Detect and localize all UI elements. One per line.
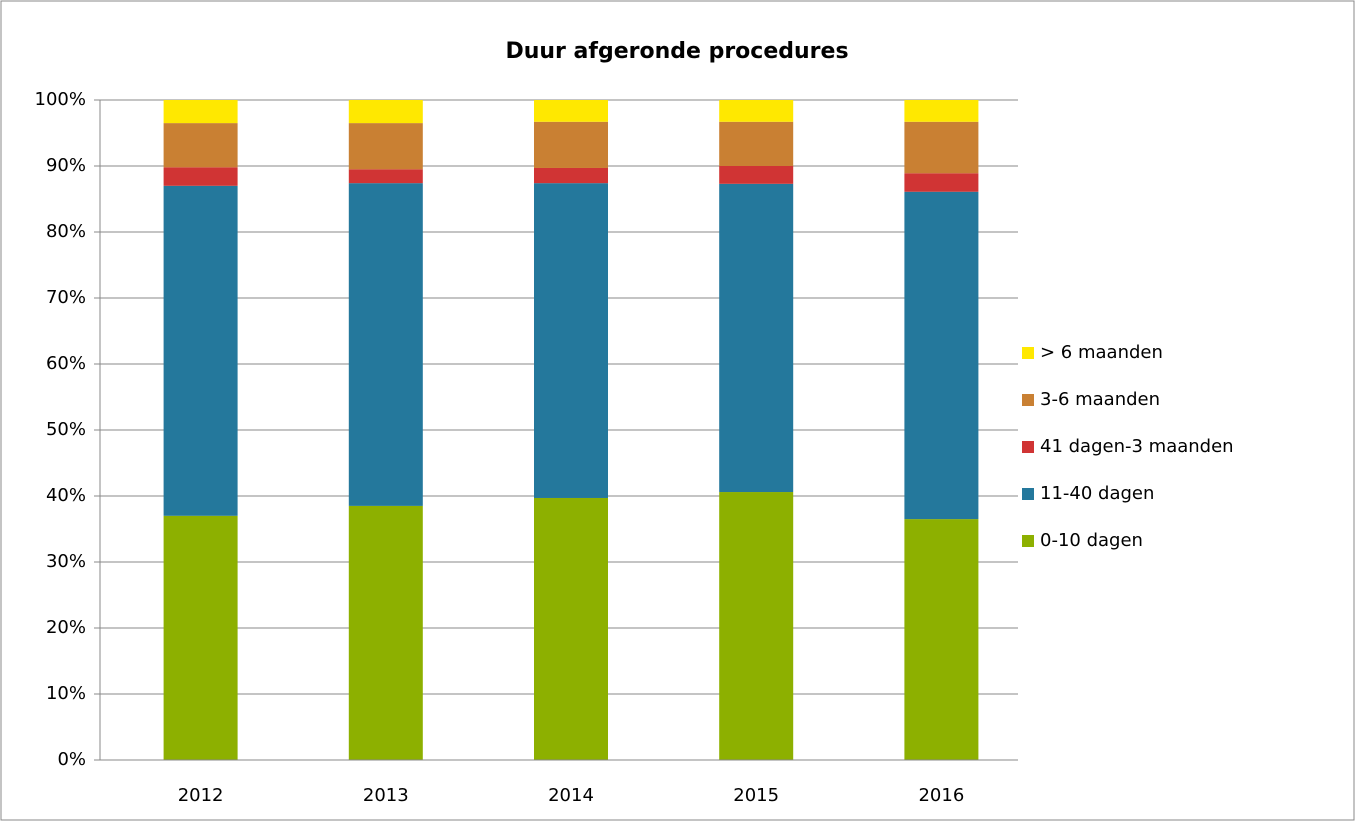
- y-tick-label: 40%: [46, 485, 86, 506]
- y-tick-label: 80%: [46, 221, 86, 242]
- x-tick-label: 2014: [548, 785, 594, 806]
- legend-swatch: [1022, 441, 1034, 453]
- y-tick-label: 50%: [46, 419, 86, 440]
- bar-segment: [719, 183, 794, 493]
- y-tick-label: 0%: [57, 749, 86, 770]
- x-tick-label: 2016: [918, 785, 964, 806]
- legend-label: 3-6 maanden: [1040, 389, 1160, 410]
- legend-swatch: [1022, 347, 1034, 359]
- bar-segment: [904, 173, 979, 192]
- bar-segment: [163, 123, 238, 168]
- bar-segment: [904, 191, 979, 520]
- bar-segment: [904, 519, 979, 760]
- legend-label: 11-40 dagen: [1040, 483, 1154, 504]
- bar-segment: [348, 100, 423, 124]
- y-tick-label: 70%: [46, 287, 86, 308]
- legend-swatch: [1022, 488, 1034, 500]
- bar-segment: [348, 123, 423, 170]
- bar-segment: [163, 185, 238, 516]
- bar-segment: [719, 121, 794, 166]
- x-tick-label: 2015: [733, 785, 779, 806]
- legend-swatch: [1022, 535, 1034, 547]
- bar-segment: [904, 121, 979, 174]
- x-tick-label: 2012: [178, 785, 224, 806]
- chart-title: Duur afgeronde procedures: [505, 39, 848, 64]
- bar-segment: [163, 515, 238, 760]
- legend-label: > 6 maanden: [1040, 342, 1163, 363]
- y-tick-label: 10%: [46, 683, 86, 704]
- y-tick-label: 90%: [46, 155, 86, 176]
- legend-label: 0-10 dagen: [1040, 530, 1143, 551]
- y-tick-label: 60%: [46, 353, 86, 374]
- bar-segment: [348, 505, 423, 760]
- bar-segment: [719, 492, 794, 760]
- bar-segment: [348, 169, 423, 184]
- y-tick-label: 100%: [35, 89, 86, 110]
- bar-segment: [348, 183, 423, 506]
- bar-segment: [534, 167, 608, 184]
- bar-segment: [719, 166, 794, 184]
- legend-swatch: [1022, 394, 1034, 406]
- bar-segment: [534, 183, 608, 498]
- legend-label: 41 dagen-3 maanden: [1040, 436, 1234, 457]
- bar-segment: [719, 100, 794, 122]
- bar-segment: [534, 497, 608, 760]
- bar-segment: [534, 100, 608, 122]
- bar-segment: [163, 100, 238, 124]
- x-tick-label: 2013: [363, 785, 409, 806]
- y-tick-label: 20%: [46, 617, 86, 638]
- y-tick-label: 30%: [46, 551, 86, 572]
- bar-segment: [163, 167, 238, 186]
- bar-segment: [904, 100, 979, 122]
- bar-segment: [534, 121, 608, 168]
